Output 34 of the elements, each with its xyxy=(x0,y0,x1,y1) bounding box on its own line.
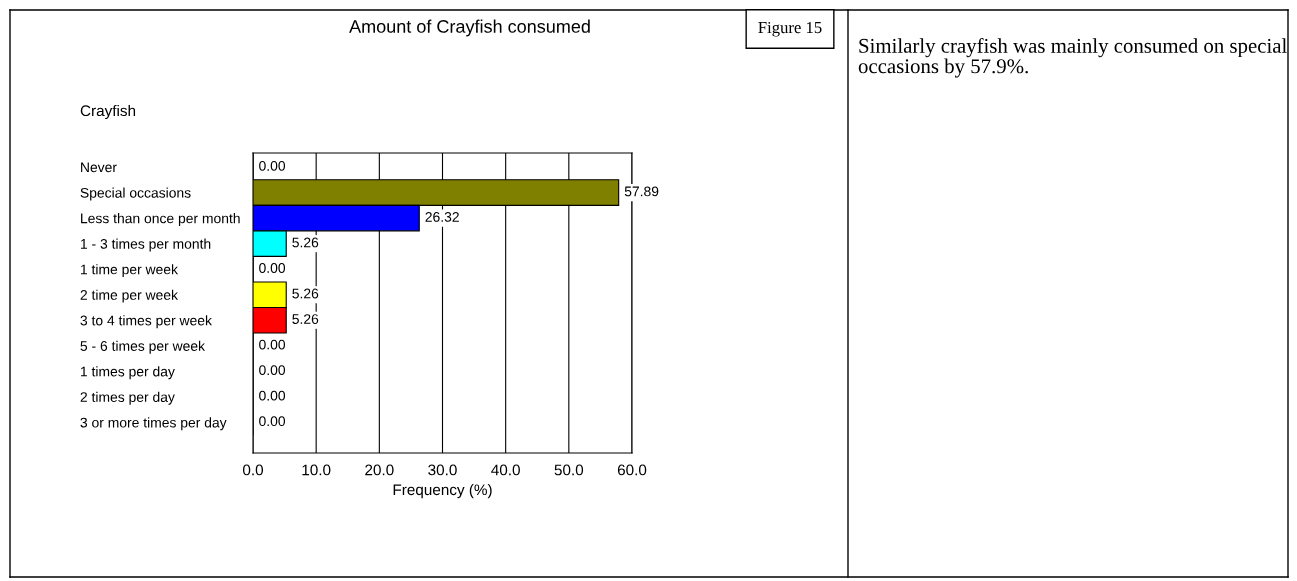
data-label: 0.00 xyxy=(259,365,286,376)
x-tick-label: 0.0 xyxy=(242,464,264,476)
y-tick-label: 1 - 3 times per month xyxy=(81,238,211,252)
data-label: 5.26 xyxy=(292,237,319,248)
x-tick-label: 40.0 xyxy=(491,464,520,476)
y-tick-label: 2 time per week xyxy=(80,289,178,303)
data-label: 57.89 xyxy=(624,186,659,197)
y-tick-label: 2 times per day xyxy=(80,391,175,405)
data-label: 0.00 xyxy=(259,390,286,401)
x-axis-title: Frequency (%) xyxy=(393,483,492,499)
x-tick-label: 20.0 xyxy=(365,464,394,476)
data-label: 26.32 xyxy=(425,212,459,222)
x-tick-label: 10.0 xyxy=(302,464,331,476)
y-tick-label: Special occasions xyxy=(80,187,191,201)
caption: Figure 15 xyxy=(758,21,822,37)
y-tick-label: 3 or more times per day xyxy=(80,417,227,431)
y-tick-label: 3 to 4 times per week xyxy=(80,315,212,329)
data-label: 0.00 xyxy=(259,416,286,427)
data-label: 0.00 xyxy=(259,160,286,171)
chart-title: Amount of Crayfish consumed xyxy=(349,19,590,37)
y-tick-label: Less than once per month xyxy=(81,213,240,227)
data-label: 5.26 xyxy=(292,314,319,324)
y-tick-label: 1 times per day xyxy=(81,366,175,380)
y-tick-label: 5 - 6 times per week xyxy=(80,340,206,354)
data-label: 5.26 xyxy=(292,288,319,299)
data-label: 0.00 xyxy=(259,339,286,350)
y-tick-label: 1 time per week xyxy=(81,264,178,278)
y-axis-title: Crayfish xyxy=(80,104,136,120)
text: Similarly crayfish was mainly consumed on special occasions by 57.9%. xyxy=(858,38,1287,78)
x-tick-label: 50.0 xyxy=(554,464,584,476)
x-tick-label: 60.0 xyxy=(617,464,647,476)
x-tick-label: 30.0 xyxy=(428,464,457,476)
data-label: 0.00 xyxy=(259,263,286,273)
y-tick-label: Never xyxy=(81,162,117,173)
